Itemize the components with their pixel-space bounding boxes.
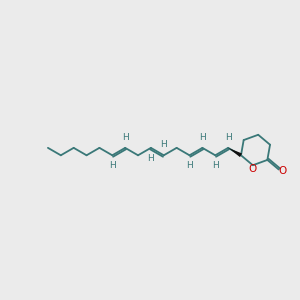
Text: O: O bbox=[279, 166, 287, 176]
Text: H: H bbox=[122, 133, 128, 142]
Text: H: H bbox=[160, 140, 167, 149]
Text: H: H bbox=[225, 133, 232, 142]
Text: H: H bbox=[186, 161, 193, 170]
Text: O: O bbox=[249, 164, 257, 174]
Text: H: H bbox=[199, 133, 206, 142]
Text: H: H bbox=[148, 154, 154, 163]
Text: H: H bbox=[109, 161, 116, 170]
Polygon shape bbox=[228, 148, 242, 157]
Text: H: H bbox=[212, 161, 219, 170]
